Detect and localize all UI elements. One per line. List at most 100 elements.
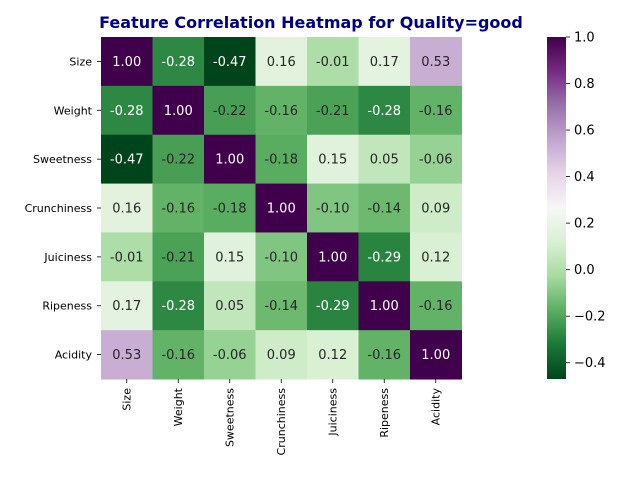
colorbar-tick-label: 0.2 bbox=[574, 217, 595, 232]
cell-value-label: 0.16 bbox=[267, 55, 296, 70]
heatmap-cell bbox=[152, 330, 205, 380]
heatmap-cell bbox=[101, 232, 153, 282]
cell-value-label: -0.16 bbox=[419, 104, 453, 119]
heatmap-cell bbox=[358, 37, 411, 87]
heatmap-cell bbox=[101, 134, 153, 185]
cell-value-label: -0.06 bbox=[419, 153, 453, 168]
heatmap-cell bbox=[101, 183, 153, 233]
heatmap-cell bbox=[101, 330, 153, 380]
y-tick-label: Weight bbox=[54, 104, 93, 117]
heatmap-cell bbox=[410, 37, 462, 87]
heatmap-cell bbox=[410, 134, 462, 185]
heatmap-cell bbox=[410, 85, 462, 136]
cell-value-label: -0.28 bbox=[161, 55, 195, 70]
cell-value-label: 1.00 bbox=[421, 348, 450, 363]
heatmap-cell bbox=[255, 183, 308, 233]
cell-value-label: -0.28 bbox=[110, 104, 144, 119]
cell-value-label: 0.15 bbox=[318, 153, 347, 168]
heatmap-cell bbox=[255, 281, 308, 331]
x-tick-label: Acidity bbox=[430, 388, 443, 426]
heatmap-cell bbox=[410, 330, 462, 380]
cell-value-label: -0.29 bbox=[367, 250, 401, 265]
heatmap-cell bbox=[307, 330, 359, 380]
colorbar-tick-label: 0.4 bbox=[574, 170, 595, 185]
cell-value-label: 0.16 bbox=[112, 202, 141, 217]
cell-value-label: -0.22 bbox=[213, 104, 247, 119]
heatmap-cell bbox=[204, 232, 256, 282]
x-tick-label: Juiciness bbox=[327, 388, 340, 437]
cell-value-label: -0.16 bbox=[367, 348, 401, 363]
heatmap-cell bbox=[204, 85, 256, 136]
x-tick-label: Ripeness bbox=[378, 388, 391, 438]
heatmap-cell bbox=[204, 37, 256, 87]
cell-value-label: 1.00 bbox=[164, 104, 193, 119]
cell-value-label: -0.16 bbox=[161, 348, 195, 363]
cell-value-label: -0.16 bbox=[419, 299, 453, 314]
heatmap-cell bbox=[410, 281, 462, 331]
cell-value-label: 0.09 bbox=[267, 348, 296, 363]
colorbar-tick-label: −0.4 bbox=[574, 356, 606, 371]
heatmap-cell bbox=[358, 134, 411, 185]
heatmap-cell bbox=[152, 183, 205, 233]
colorbar-tick-label: 0.0 bbox=[574, 263, 595, 278]
heatmap-cell bbox=[255, 232, 308, 282]
cell-value-label: -0.10 bbox=[316, 202, 350, 217]
cell-value-label: 0.53 bbox=[421, 55, 450, 70]
colorbar bbox=[547, 37, 566, 379]
colorbar-tick-label: 1.0 bbox=[574, 31, 595, 46]
heatmap-cell bbox=[101, 85, 153, 136]
cell-value-label: 1.00 bbox=[215, 153, 244, 168]
cell-value-label: 0.12 bbox=[421, 250, 450, 265]
y-tick-label: Ripeness bbox=[42, 300, 92, 313]
heatmap-cell bbox=[152, 85, 205, 136]
heatmap-cell bbox=[255, 85, 308, 136]
cell-value-label: -0.14 bbox=[367, 202, 401, 217]
heatmap-cell bbox=[358, 183, 411, 233]
chart-title: Feature Correlation Heatmap for Quality=… bbox=[99, 13, 523, 32]
y-axis-ticks: Size Weight Sweetness Crunchiness Juiciness R… bbox=[25, 55, 101, 362]
x-tick-label: Size bbox=[121, 388, 134, 411]
cell-value-label: -0.47 bbox=[213, 55, 247, 70]
cell-value-label: -0.29 bbox=[316, 299, 350, 314]
cell-value-label: -0.21 bbox=[161, 250, 195, 265]
cell-value-label: -0.21 bbox=[316, 104, 350, 119]
cell-value-label: -0.01 bbox=[110, 250, 144, 265]
heatmap-cell bbox=[307, 85, 359, 136]
heatmap-cell bbox=[307, 37, 359, 87]
cell-value-label: 0.53 bbox=[112, 348, 141, 363]
cell-value-label: 0.15 bbox=[215, 250, 244, 265]
y-tick-label: Crunchiness bbox=[25, 202, 93, 215]
cell-value-label: 0.17 bbox=[112, 299, 141, 314]
heatmap-cell bbox=[307, 232, 359, 282]
y-tick-label: Size bbox=[69, 55, 92, 68]
cell-value-label: 1.00 bbox=[370, 299, 399, 314]
colorbar-ticks: −0.4 −0.2 0.0 0.2 0.4 0.6 0.8 1.0 bbox=[566, 31, 606, 371]
heatmap-cell bbox=[255, 134, 308, 185]
cell-value-label: -0.10 bbox=[264, 250, 298, 265]
heatmap-cell bbox=[204, 183, 256, 233]
heatmap-cell bbox=[152, 281, 205, 331]
heatmap-cell bbox=[101, 37, 153, 87]
cell-value-label: -0.06 bbox=[213, 348, 247, 363]
cell-value-label: 1.00 bbox=[318, 250, 347, 265]
cell-value-label: 1.00 bbox=[112, 55, 141, 70]
cell-value-label: -0.14 bbox=[264, 299, 298, 314]
cell-value-label: -0.18 bbox=[213, 202, 247, 217]
cell-value-label: 0.17 bbox=[370, 55, 399, 70]
heatmap-cell bbox=[307, 281, 359, 331]
cell-value-label: 0.09 bbox=[421, 202, 450, 217]
heatmap-cell bbox=[358, 232, 411, 282]
heatmap-cell bbox=[410, 232, 462, 282]
y-tick-label: Sweetness bbox=[33, 153, 92, 166]
cell-value-label: -0.22 bbox=[161, 153, 195, 168]
heatmap-cell bbox=[410, 183, 462, 233]
x-tick-label: Weight bbox=[172, 387, 185, 426]
x-tick-label: Sweetness bbox=[224, 388, 237, 447]
y-tick-label: Juiciness bbox=[43, 251, 92, 264]
x-tick-label: Crunchiness bbox=[275, 388, 288, 456]
colorbar-tick-label: −0.2 bbox=[574, 310, 606, 325]
cell-value-label: 0.12 bbox=[318, 348, 347, 363]
y-tick-label: Acidity bbox=[55, 349, 93, 362]
heatmap-cell bbox=[204, 330, 256, 380]
